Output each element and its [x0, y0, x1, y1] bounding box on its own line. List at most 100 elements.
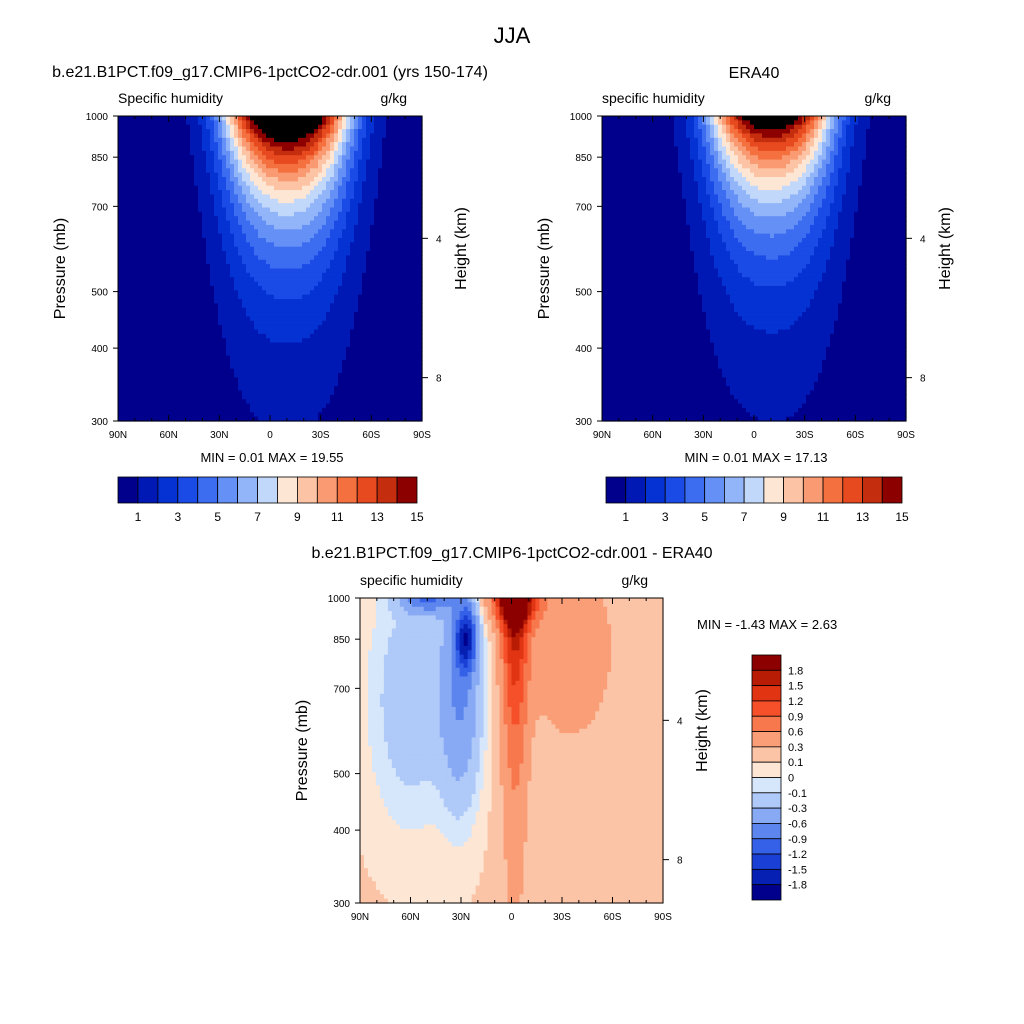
contour-cell [346, 281, 351, 287]
contour-cell [206, 381, 211, 387]
contour-cell [130, 233, 135, 239]
contour-cell [266, 303, 271, 309]
contour-cell [250, 394, 255, 400]
contour-cell [266, 207, 271, 213]
contour-cell [278, 390, 283, 396]
contour-cell [122, 146, 127, 152]
contour-cell [302, 168, 307, 174]
contour-cell [394, 346, 399, 352]
contour-cell [326, 185, 331, 191]
contour-cell [374, 373, 379, 379]
contour-cell [374, 329, 379, 335]
contour-cell [282, 320, 287, 326]
contour-cell [366, 342, 371, 348]
contour-cell [118, 307, 123, 313]
contour-cell [238, 172, 243, 178]
contour-cell [182, 120, 187, 126]
contour-cell [230, 155, 235, 161]
contour-cell [358, 198, 363, 204]
contour-cell [322, 399, 327, 405]
contour-cell [266, 120, 271, 126]
contour-cell [230, 168, 235, 174]
contour-cell [382, 355, 387, 361]
contour-cell [266, 259, 271, 265]
contour-cell [286, 386, 291, 392]
contour-cell [278, 333, 283, 339]
contour-cell [214, 207, 219, 213]
contour-cell [226, 342, 231, 348]
contour-cell [134, 159, 139, 165]
contour-cell [142, 403, 147, 409]
contour-cell [198, 198, 203, 204]
contour-cell [374, 259, 379, 265]
contour-cell [346, 224, 351, 230]
contour-cell [130, 268, 135, 274]
contour-cell [202, 364, 207, 370]
contour-cell [286, 116, 291, 121]
contour-cell [366, 207, 371, 213]
contour-cell [278, 325, 283, 331]
contour-cell [266, 416, 271, 422]
contour-cell [254, 386, 259, 392]
contour-cell [386, 211, 391, 217]
contour-cell [382, 403, 387, 409]
contour-cell [166, 355, 171, 361]
contour-cell [262, 394, 267, 400]
contour-cell [158, 133, 163, 139]
contour-cell [238, 207, 243, 213]
contour-cell [318, 277, 323, 283]
contour-cell [150, 194, 155, 200]
contour-cell [266, 159, 271, 165]
contour-cell [378, 303, 383, 309]
contour-cell [250, 303, 255, 309]
contour-cell [198, 320, 203, 326]
contour-cell [362, 133, 367, 139]
contour-cell [350, 281, 355, 287]
contour-cell [390, 290, 395, 296]
contour-cell [214, 177, 219, 182]
contour-cell [374, 268, 379, 274]
contour-cell [386, 412, 391, 418]
contour-cell [282, 316, 287, 322]
contour-cell [362, 407, 367, 413]
contour-cell [290, 129, 295, 135]
contour-cell [334, 242, 339, 248]
contour-cell [146, 412, 151, 418]
contour-cell [338, 203, 343, 209]
contour-cell [374, 150, 379, 156]
contour-cell [270, 163, 275, 169]
contour-cell [390, 268, 395, 274]
contour-cell [342, 285, 347, 291]
contour-cell [246, 181, 251, 187]
contour-cell [150, 368, 155, 374]
contour-cell [298, 181, 303, 187]
contour-cell [394, 181, 399, 187]
contour-cell [322, 229, 327, 235]
contour-cell [290, 412, 295, 418]
contour-cell [334, 355, 339, 361]
contour-cell [350, 133, 355, 139]
contour-cell [210, 142, 215, 148]
contour-cell [230, 150, 235, 156]
contour-cell [222, 155, 227, 161]
contour-cell [270, 294, 275, 300]
contour-cell [202, 242, 207, 248]
contour-cell [282, 181, 287, 187]
contour-cell [154, 403, 159, 409]
contour-cell [186, 416, 191, 422]
contour-cell [362, 155, 367, 161]
contour-cell [194, 407, 199, 413]
contour-cell [246, 203, 251, 209]
contour-cell [326, 120, 331, 126]
contour-cell [210, 377, 215, 383]
contour-cell [322, 407, 327, 413]
contour-cell [390, 312, 395, 318]
contour-cell [142, 211, 147, 217]
contour-cell [282, 255, 287, 261]
contour-cell [138, 325, 143, 331]
contour-cell [374, 368, 379, 374]
contour-cell [170, 312, 175, 318]
contour-cell [322, 316, 327, 322]
contour-cell [210, 246, 215, 252]
contour-cell [258, 159, 263, 165]
